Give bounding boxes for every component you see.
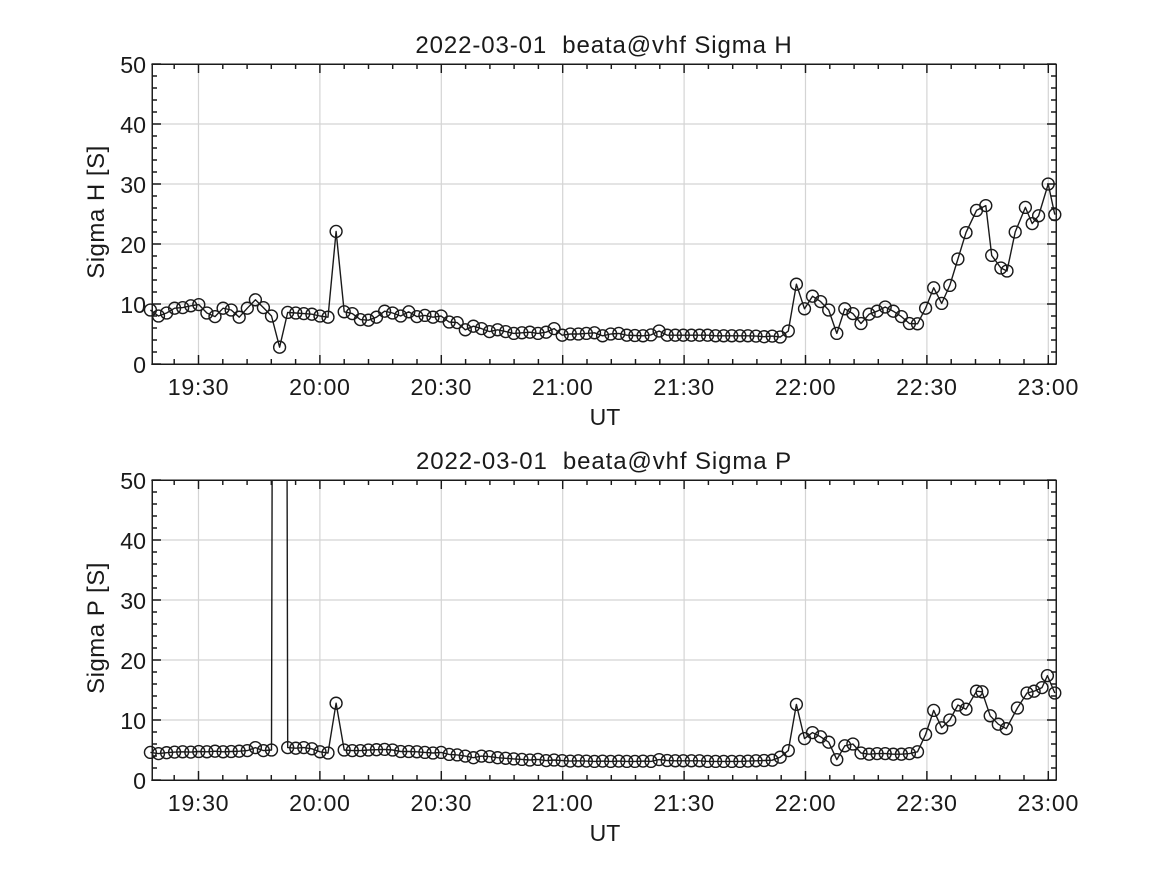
svg-text:40: 40 [120, 112, 146, 138]
svg-text:21:30: 21:30 [653, 790, 715, 816]
svg-text:10: 10 [120, 708, 146, 734]
svg-text:2022-03-01 beata@vhf Sigma P: 2022-03-01 beata@vhf Sigma P [416, 448, 792, 475]
svg-text:23:00: 23:00 [1018, 374, 1080, 400]
svg-text:2022-03-01 beata@vhf Sigma H: 2022-03-01 beata@vhf Sigma H [415, 32, 792, 59]
svg-text:20:00: 20:00 [289, 374, 351, 400]
svg-text:19:30: 19:30 [168, 374, 230, 400]
svg-text:21:30: 21:30 [653, 374, 715, 400]
svg-text:10: 10 [120, 292, 146, 318]
svg-text:22:00: 22:00 [775, 374, 837, 400]
svg-text:30: 30 [120, 588, 146, 614]
svg-text:20:30: 20:30 [411, 790, 473, 816]
svg-text:UT: UT [590, 820, 621, 846]
svg-text:19:30: 19:30 [168, 790, 230, 816]
svg-text:20:00: 20:00 [289, 790, 351, 816]
svg-text:20: 20 [120, 648, 146, 674]
svg-text:30: 30 [120, 172, 146, 198]
svg-text:Sigma H [S]: Sigma H [S] [83, 145, 110, 279]
svg-text:22:00: 22:00 [775, 790, 837, 816]
svg-text:Sigma P [S]: Sigma P [S] [83, 562, 110, 694]
svg-text:22:30: 22:30 [896, 790, 958, 816]
svg-text:50: 50 [120, 468, 146, 494]
svg-text:0: 0 [133, 768, 146, 794]
svg-text:50: 50 [120, 52, 146, 78]
svg-text:21:00: 21:00 [532, 790, 594, 816]
svg-text:22:30: 22:30 [896, 374, 958, 400]
svg-text:0: 0 [133, 352, 146, 378]
svg-text:20:30: 20:30 [411, 374, 473, 400]
svg-text:23:00: 23:00 [1018, 790, 1080, 816]
svg-text:40: 40 [120, 528, 146, 554]
svg-text:21:00: 21:00 [532, 374, 594, 400]
svg-text:20: 20 [120, 232, 146, 258]
svg-text:UT: UT [590, 404, 621, 430]
